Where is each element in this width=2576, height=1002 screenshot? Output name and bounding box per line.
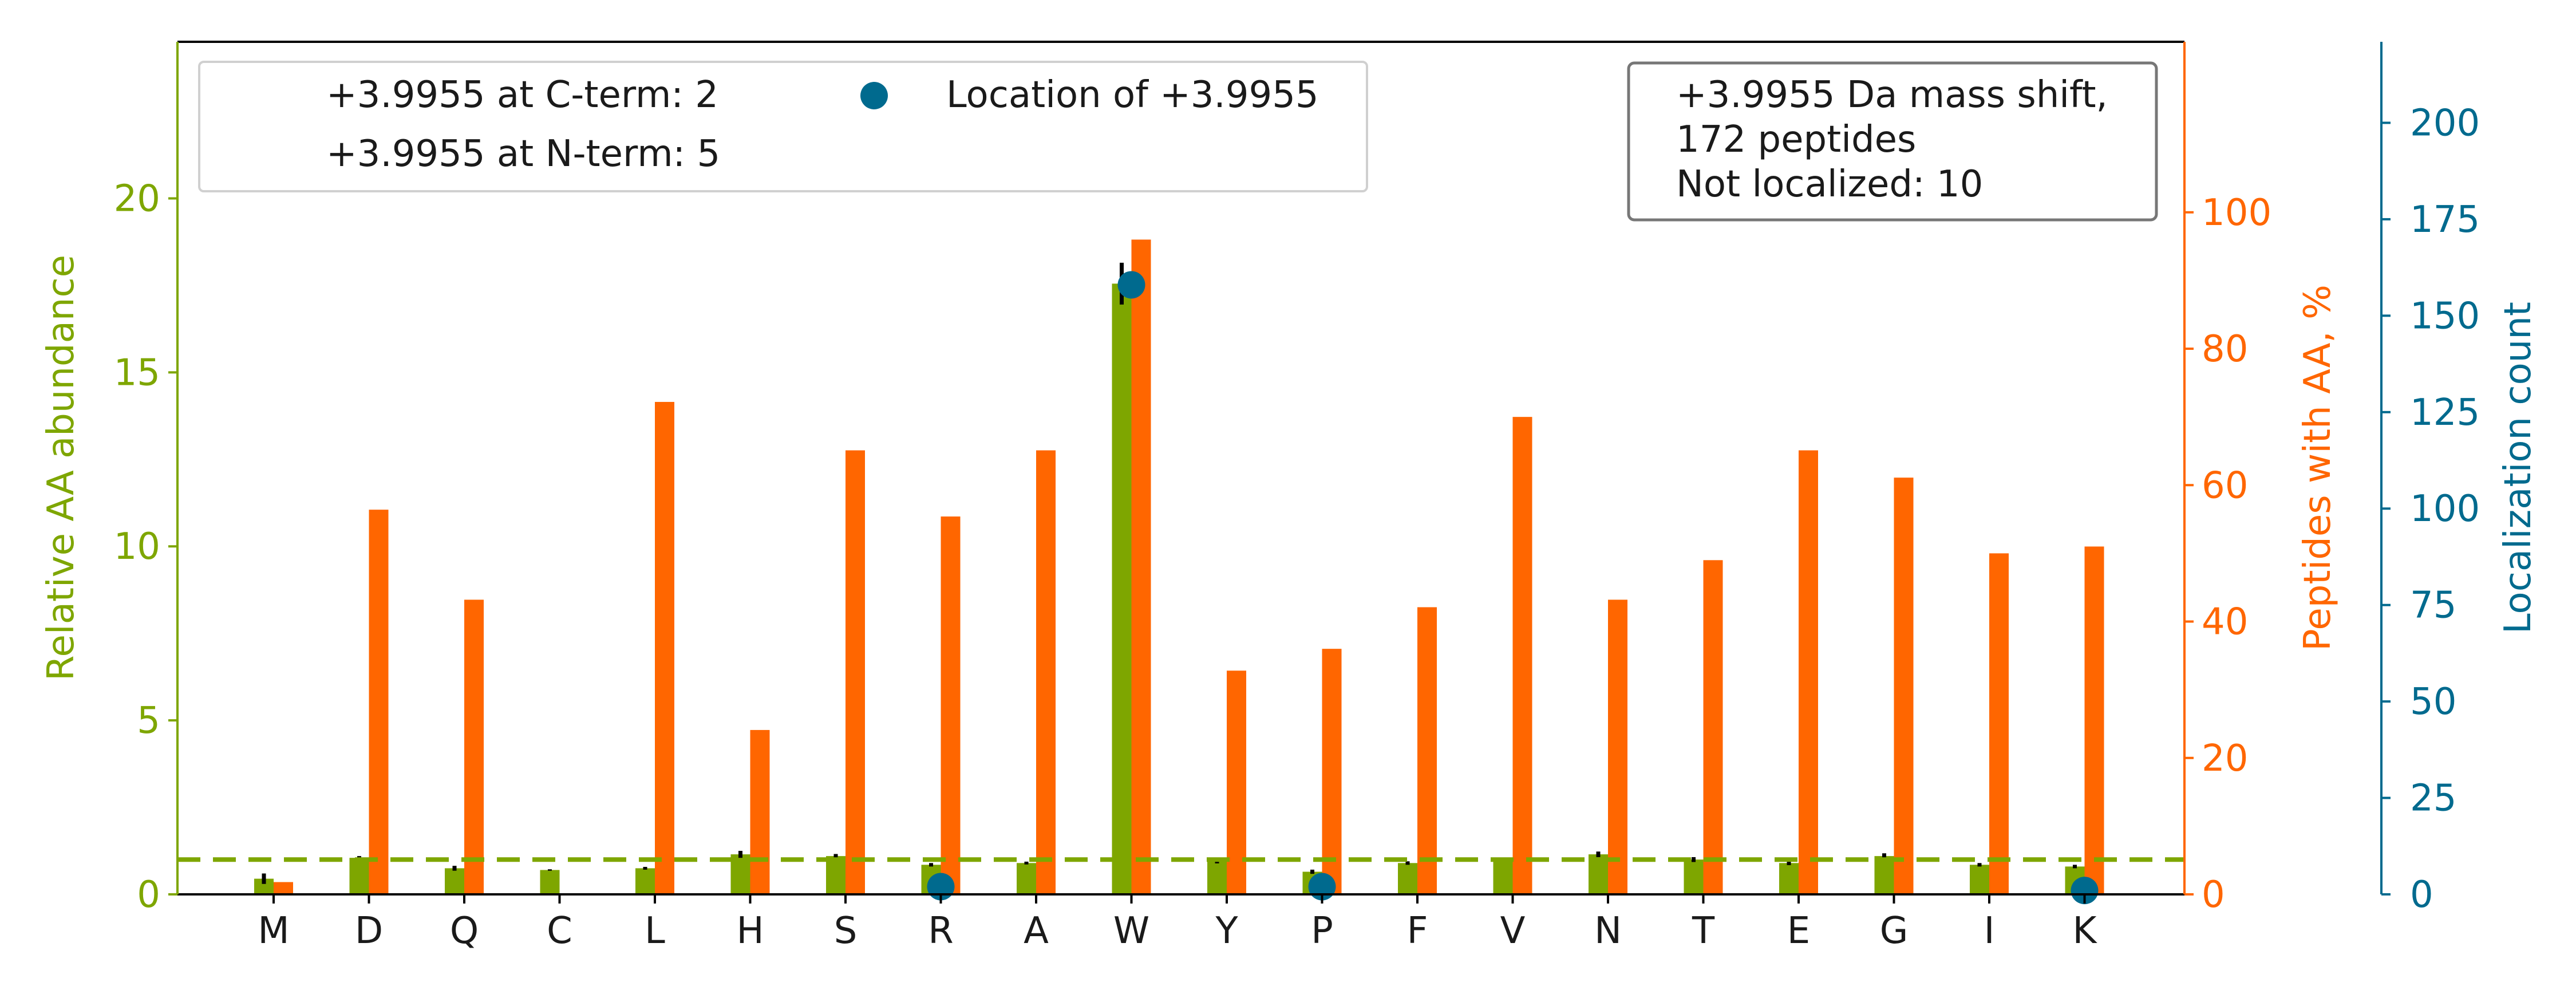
bars-layer <box>254 239 2104 895</box>
bar-abundance-S <box>826 856 846 894</box>
left-axis-title: Relative AA abundance <box>40 255 82 681</box>
x-tick-label-M: M <box>258 910 289 952</box>
right-tick-label-40: 40 <box>2202 601 2248 644</box>
legend-frame <box>198 61 1368 192</box>
left-tick-label-10: 10 <box>114 526 160 568</box>
annotation-line-3: Not localized: 10 <box>1676 163 1983 206</box>
bar-percent-W <box>1131 239 1151 894</box>
x-tick-label-E: E <box>1787 910 1810 952</box>
left-tick-label-5: 5 <box>137 700 160 742</box>
x-tick-label-N: N <box>1594 910 1622 952</box>
x-tick-label-H: H <box>736 910 764 952</box>
far-tick-label-0: 0 <box>2410 874 2433 916</box>
left-tick-label-0: 0 <box>137 874 160 916</box>
left-tick-label-20: 20 <box>114 177 160 220</box>
right-tick-label-100: 100 <box>2202 192 2271 234</box>
bar-abundance-C <box>540 870 560 894</box>
annotation-box: +3.9955 Da mass shift, 172 peptides Not … <box>1627 61 2158 222</box>
bar-abundance-V <box>1493 859 1513 894</box>
bar-percent-N <box>1608 599 1627 894</box>
far-tick-label-150: 150 <box>2410 295 2480 337</box>
x-tick-label-K: K <box>2073 910 2098 952</box>
bar-abundance-E <box>1779 863 1799 894</box>
x-tick-label-W: W <box>1113 910 1149 952</box>
x-tick-label-C: C <box>547 910 572 952</box>
legend-location-marker <box>860 82 888 109</box>
far-right-axis-title: Localization count <box>2497 302 2539 634</box>
bar-abundance-W <box>1112 283 1132 895</box>
bar-percent-P <box>1322 649 1342 894</box>
legend-entry-location: Location of +3.9955 <box>946 74 1319 116</box>
x-tick-label-Y: Y <box>1215 910 1238 952</box>
bar-percent-Q <box>464 599 484 894</box>
x-tick-label-F: F <box>1407 910 1428 952</box>
far-tick-label-75: 75 <box>2410 585 2456 627</box>
location-point-W <box>1117 271 1145 299</box>
bar-percent-A <box>1036 450 1056 894</box>
legend-entry-cterm: +3.9955 at C-term: 2 <box>326 74 718 116</box>
bar-percent-L <box>655 401 674 894</box>
bar-abundance-Y <box>1207 861 1227 894</box>
far-tick-label-100: 100 <box>2410 488 2480 530</box>
x-tick-label-A: A <box>1024 910 1049 952</box>
location-point-K <box>2071 877 2099 905</box>
bar-abundance-G <box>1874 856 1894 894</box>
x-tick-label-S: S <box>834 910 858 952</box>
x-tick-label-T: T <box>1692 910 1715 952</box>
x-tick-label-Q: Q <box>450 910 479 952</box>
x-tick-label-P: P <box>1311 910 1333 952</box>
bar-percent-T <box>1703 560 1723 894</box>
far-tick-label-175: 175 <box>2410 199 2480 241</box>
bar-percent-M <box>274 882 293 894</box>
bar-abundance-Q <box>445 868 464 894</box>
right-tick-label-60: 60 <box>2202 464 2248 507</box>
x-tick-label-V: V <box>1500 910 1526 952</box>
bar-percent-E <box>1799 450 1818 894</box>
bar-percent-H <box>750 729 770 894</box>
bar-percent-D <box>369 510 389 894</box>
bar-percent-I <box>1989 553 2009 894</box>
x-tick-label-I: I <box>1984 910 1995 952</box>
bar-abundance-T <box>1684 859 1704 894</box>
far-tick-label-125: 125 <box>2410 392 2480 434</box>
bar-abundance-D <box>349 858 369 894</box>
right-tick-label-0: 0 <box>2202 874 2225 916</box>
bar-percent-V <box>1512 417 1532 894</box>
bar-percent-R <box>941 516 961 894</box>
annotation-line-2: 172 peptides <box>1676 119 1916 161</box>
left-tick-label-15: 15 <box>114 352 160 394</box>
x-tick-label-R: R <box>928 910 953 952</box>
legend: +3.9955 at C-term: 2 +3.9955 at N-term: … <box>198 61 1368 192</box>
far-tick-label-50: 50 <box>2410 681 2456 723</box>
x-tick-label-L: L <box>645 910 665 952</box>
bar-percent-S <box>846 450 865 894</box>
bar-percent-K <box>2084 546 2104 894</box>
bar-abundance-A <box>1017 863 1036 894</box>
ticks-layer: M D Q C L H S R A W Y P F V N T E G I K05101520020406080100… <box>114 102 2480 952</box>
bar-abundance-F <box>1398 863 1417 894</box>
far-tick-label-25: 25 <box>2410 778 2456 820</box>
far-tick-label-200: 200 <box>2410 102 2480 144</box>
bar-abundance-I <box>1970 865 1989 894</box>
right-axis-title: Peptides with AA, % <box>2297 285 2339 651</box>
x-tick-label-D: D <box>355 910 383 952</box>
bar-percent-G <box>1894 478 1914 894</box>
right-tick-label-20: 20 <box>2202 737 2248 780</box>
bar-percent-Y <box>1227 670 1246 894</box>
legend-entry-nterm: +3.9955 at N-term: 5 <box>326 133 720 175</box>
bar-abundance-L <box>635 868 655 894</box>
annotation-line-1: +3.9955 Da mass shift, <box>1676 74 2108 116</box>
annotation-frame <box>1627 61 2158 222</box>
right-tick-label-80: 80 <box>2202 328 2248 370</box>
x-tick-label-G: G <box>1880 910 1909 952</box>
bar-percent-F <box>1417 607 1437 894</box>
